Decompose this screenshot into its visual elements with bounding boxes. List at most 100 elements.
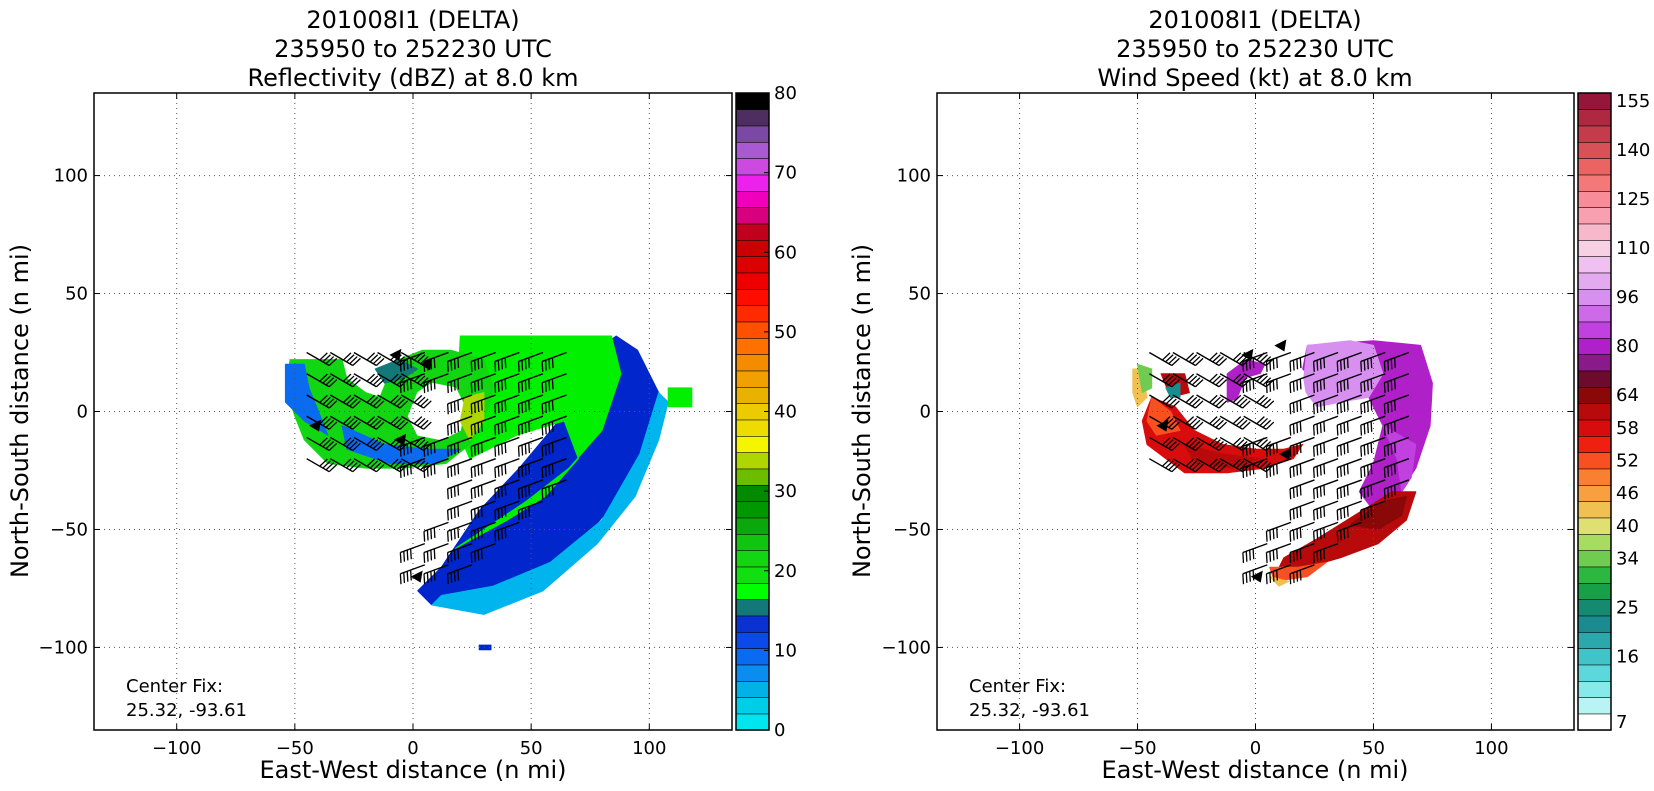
colorbar-tick-label: 96 bbox=[1616, 287, 1639, 308]
colorbar-segment bbox=[735, 533, 770, 551]
wind-barb bbox=[1265, 436, 1292, 457]
colorbar-tick-label: 10 bbox=[774, 640, 797, 661]
wind-barb bbox=[494, 500, 520, 521]
right-wind-barbs bbox=[1148, 339, 1410, 585]
wind-barb bbox=[1312, 521, 1339, 542]
wind-barb bbox=[1172, 394, 1204, 409]
wind-barb bbox=[1219, 415, 1251, 430]
wind-barb bbox=[1289, 500, 1315, 521]
wind-barb bbox=[1336, 521, 1362, 542]
wind-barb bbox=[1172, 458, 1204, 473]
colorbar-segment bbox=[1577, 664, 1612, 682]
wind-barb bbox=[1196, 458, 1228, 473]
wind-barb bbox=[517, 458, 544, 479]
wind-barb bbox=[400, 415, 432, 430]
wind-barb-flag bbox=[1279, 447, 1292, 460]
colorbar-segment bbox=[1577, 501, 1612, 519]
colorbar-segment bbox=[735, 256, 770, 274]
wind-barb bbox=[1265, 373, 1292, 394]
wind-barb bbox=[1289, 458, 1315, 479]
wind-barb bbox=[400, 394, 432, 409]
colorbar-tick-label: 125 bbox=[1616, 189, 1650, 210]
wind-barb bbox=[446, 500, 473, 521]
wind-barb bbox=[517, 415, 544, 436]
field-outer-band-mid-purple bbox=[1382, 425, 1417, 493]
wind-barb bbox=[1265, 542, 1292, 563]
wind-barb bbox=[1336, 394, 1362, 415]
wind-barb bbox=[1360, 436, 1386, 457]
wind-barb-flag bbox=[420, 358, 433, 371]
y-tick-label: 50 bbox=[908, 284, 931, 305]
wind-barb bbox=[1243, 436, 1275, 452]
wind-barb bbox=[1336, 436, 1362, 457]
colorbar-segment bbox=[1577, 680, 1612, 698]
wind-barb bbox=[329, 394, 361, 409]
wind-barb bbox=[470, 373, 496, 394]
wind-barb bbox=[1265, 458, 1292, 479]
x-tick-label: −100 bbox=[995, 738, 1044, 759]
wind-barb bbox=[1383, 394, 1410, 415]
wind-barb bbox=[423, 564, 449, 585]
wind-barb bbox=[494, 351, 520, 372]
wind-barb bbox=[1148, 436, 1180, 452]
wind-barb bbox=[470, 351, 496, 372]
wind-barb bbox=[1289, 415, 1315, 436]
left-colorbar: 0 10 20 30 40 50 60 70 80 bbox=[735, 83, 797, 741]
wind-barb bbox=[446, 542, 473, 563]
colorbar-segment bbox=[1577, 648, 1612, 666]
colorbar-segment bbox=[1577, 305, 1612, 323]
field-outer-band-light-purple bbox=[1302, 340, 1384, 408]
wind-barb bbox=[423, 542, 449, 563]
colorbar-segment bbox=[735, 354, 770, 372]
right-colorbar: 7 16 25 34 40 46 52 58 64 80 96 110 125 140 155 bbox=[1577, 91, 1650, 733]
colorbar-segment bbox=[735, 680, 770, 698]
x-tick-label: 50 bbox=[1362, 738, 1385, 759]
right-title-line-1: 201008I1 (DELTA) bbox=[1148, 6, 1361, 34]
colorbar-segment bbox=[1577, 517, 1612, 535]
colorbar-segment bbox=[735, 109, 770, 127]
wind-barb bbox=[1196, 436, 1228, 452]
wind-barb bbox=[494, 415, 520, 436]
wind-barb bbox=[329, 415, 361, 430]
wind-barb bbox=[1242, 564, 1268, 585]
colorbar-segment bbox=[735, 468, 770, 486]
wind-barb bbox=[541, 436, 567, 457]
wind-barb bbox=[353, 373, 385, 388]
y-tick-label: −50 bbox=[893, 519, 931, 540]
wind-barb bbox=[399, 458, 426, 479]
colorbar-segment bbox=[735, 501, 770, 519]
colorbar-segment bbox=[735, 599, 770, 617]
field-outer-band-cyan bbox=[431, 392, 669, 615]
wind-barb bbox=[423, 436, 449, 457]
wind-barb bbox=[1242, 373, 1268, 394]
wind-barb bbox=[541, 479, 567, 500]
wind-barb bbox=[1289, 542, 1315, 563]
colorbar-segment bbox=[735, 631, 770, 649]
wind-barb bbox=[470, 542, 496, 563]
colorbar-segment bbox=[1577, 174, 1612, 192]
wind-barb bbox=[1383, 373, 1410, 394]
colorbar-segment bbox=[1577, 141, 1612, 159]
wind-barb bbox=[541, 415, 567, 436]
wind-barb bbox=[377, 394, 409, 409]
colorbar-segment bbox=[735, 517, 770, 535]
wind-barb bbox=[1172, 436, 1204, 452]
wind-barb-flag bbox=[394, 433, 407, 446]
colorbar-segment bbox=[1577, 109, 1612, 127]
wind-barb bbox=[1289, 479, 1315, 500]
wind-barb bbox=[1148, 458, 1180, 473]
colorbar-segment bbox=[735, 288, 770, 306]
x-tick-label: −100 bbox=[152, 738, 201, 759]
colorbar-segment bbox=[735, 321, 770, 339]
colorbar-segment bbox=[735, 337, 770, 355]
wind-barb bbox=[1148, 373, 1180, 388]
y-tick-label: 0 bbox=[77, 402, 88, 423]
wind-barb bbox=[423, 373, 449, 394]
field-western-arc-orange bbox=[1146, 396, 1181, 436]
field-western-arc-green bbox=[1137, 363, 1153, 394]
wind-barb bbox=[1336, 458, 1362, 479]
wind-barb bbox=[1360, 500, 1386, 521]
left-title-line-1: 201008I1 (DELTA) bbox=[306, 6, 519, 34]
wind-barb bbox=[1148, 394, 1180, 409]
